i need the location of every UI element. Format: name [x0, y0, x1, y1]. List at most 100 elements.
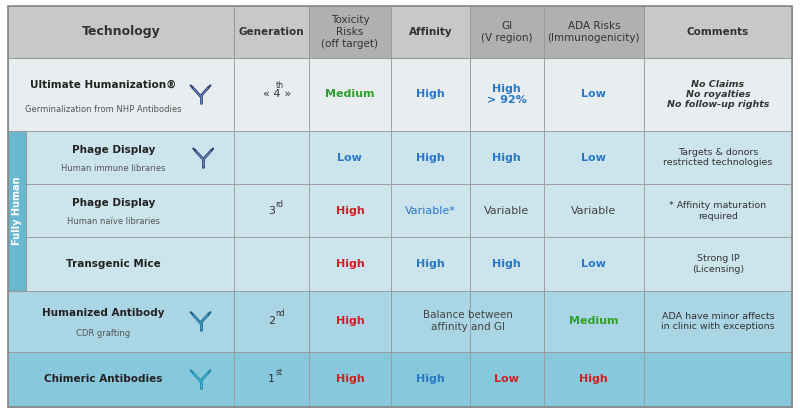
Text: »: »	[281, 90, 290, 100]
Text: rd: rd	[275, 200, 283, 209]
Text: High: High	[335, 259, 364, 269]
Bar	[8, 58, 234, 131]
Bar	[234, 131, 309, 184]
Bar	[26, 131, 234, 184]
Bar	[234, 291, 309, 352]
Text: 3: 3	[268, 206, 275, 216]
Bar	[8, 291, 234, 352]
Bar	[644, 184, 792, 237]
Text: CDR grafting: CDR grafting	[76, 329, 130, 338]
Bar	[26, 237, 234, 291]
Bar	[470, 6, 544, 58]
Bar	[234, 237, 309, 291]
Bar	[544, 237, 644, 291]
Bar	[309, 291, 391, 352]
Text: High: High	[335, 206, 364, 216]
Bar	[544, 6, 644, 58]
Text: Transgenic Mice: Transgenic Mice	[66, 259, 161, 269]
Text: « 4: « 4	[262, 90, 280, 100]
Bar	[26, 184, 234, 237]
Text: ADA have minor affects
in clinic with exceptions: ADA have minor affects in clinic with ex…	[661, 311, 774, 331]
Bar	[391, 237, 470, 291]
Bar	[644, 131, 792, 184]
Text: Technology: Technology	[82, 26, 161, 38]
Text: st: st	[275, 368, 282, 377]
Bar	[391, 6, 470, 58]
Bar	[309, 131, 391, 184]
Text: Variable*: Variable*	[405, 206, 456, 216]
Bar	[234, 184, 309, 237]
Text: Human naïve libraries: Human naïve libraries	[67, 217, 160, 226]
Text: 1: 1	[268, 375, 275, 385]
Text: ADA Risks
(Immunogenicity): ADA Risks (Immunogenicity)	[547, 21, 640, 43]
Text: Phage Display: Phage Display	[72, 198, 155, 208]
Bar	[470, 184, 544, 237]
Text: High: High	[335, 375, 364, 385]
Bar	[644, 352, 792, 407]
Text: Medium: Medium	[569, 316, 618, 326]
Text: Low: Low	[582, 152, 606, 163]
Text: Toxicity
Risks
(off target): Toxicity Risks (off target)	[322, 15, 378, 49]
Text: Strong IP
(Licensing): Strong IP (Licensing)	[692, 254, 744, 274]
Bar	[391, 184, 470, 237]
Bar	[309, 237, 391, 291]
Bar	[470, 291, 544, 352]
Text: Medium: Medium	[325, 90, 374, 100]
Text: Low: Low	[338, 152, 362, 163]
Text: High: High	[492, 152, 521, 163]
Bar	[234, 58, 309, 131]
Text: Generation: Generation	[238, 27, 304, 37]
Bar	[544, 184, 644, 237]
Bar	[644, 6, 792, 58]
Text: No Claims
No royalties
No follow-up rights: No Claims No royalties No follow-up righ…	[666, 80, 769, 109]
Text: Balance between
affinity and GI: Balance between affinity and GI	[422, 311, 513, 332]
Bar	[470, 58, 544, 131]
Text: Affinity: Affinity	[409, 27, 452, 37]
Text: Low: Low	[494, 375, 519, 385]
Text: Variable: Variable	[571, 206, 617, 216]
Bar	[309, 352, 391, 407]
Bar	[544, 58, 644, 131]
Bar	[644, 237, 792, 291]
Bar	[391, 58, 470, 131]
Text: High: High	[335, 316, 364, 326]
Text: High: High	[416, 375, 445, 385]
Text: * Affinity maturation
required: * Affinity maturation required	[670, 201, 766, 221]
Text: Comments: Comments	[687, 27, 749, 37]
Text: nd: nd	[275, 309, 286, 318]
Bar	[470, 237, 544, 291]
Bar	[391, 291, 470, 352]
Text: High: High	[416, 259, 445, 269]
Bar	[644, 58, 792, 131]
Text: Targets & donors
restricted technologies: Targets & donors restricted technologies	[663, 148, 773, 167]
Bar	[234, 6, 309, 58]
Text: Phage Display: Phage Display	[72, 145, 155, 155]
Bar	[470, 131, 544, 184]
Text: Humanized Antibody: Humanized Antibody	[42, 308, 164, 318]
Text: Human immune libraries: Human immune libraries	[62, 164, 166, 173]
Bar	[391, 131, 470, 184]
Text: Low: Low	[582, 259, 606, 269]
Text: GI
(V region): GI (V region)	[481, 21, 533, 43]
Text: High
> 92%: High > 92%	[486, 84, 526, 105]
Bar	[391, 352, 470, 407]
Bar	[309, 6, 391, 58]
Text: Ultimate Humanization®: Ultimate Humanization®	[30, 79, 176, 89]
Bar	[470, 352, 544, 407]
Text: Chimeric Antibodies: Chimeric Antibodies	[44, 375, 162, 385]
Text: High: High	[416, 90, 445, 100]
Text: Variable: Variable	[484, 206, 530, 216]
Bar	[8, 352, 234, 407]
Bar	[544, 291, 644, 352]
Bar	[8, 131, 26, 291]
Bar	[544, 352, 644, 407]
Text: th: th	[275, 81, 283, 90]
Bar	[309, 184, 391, 237]
Text: 2: 2	[268, 316, 275, 326]
Bar	[309, 58, 391, 131]
Text: High: High	[579, 375, 608, 385]
Text: Fully Human: Fully Human	[12, 177, 22, 245]
Text: High: High	[416, 152, 445, 163]
Bar	[644, 291, 792, 352]
Bar	[8, 6, 234, 58]
